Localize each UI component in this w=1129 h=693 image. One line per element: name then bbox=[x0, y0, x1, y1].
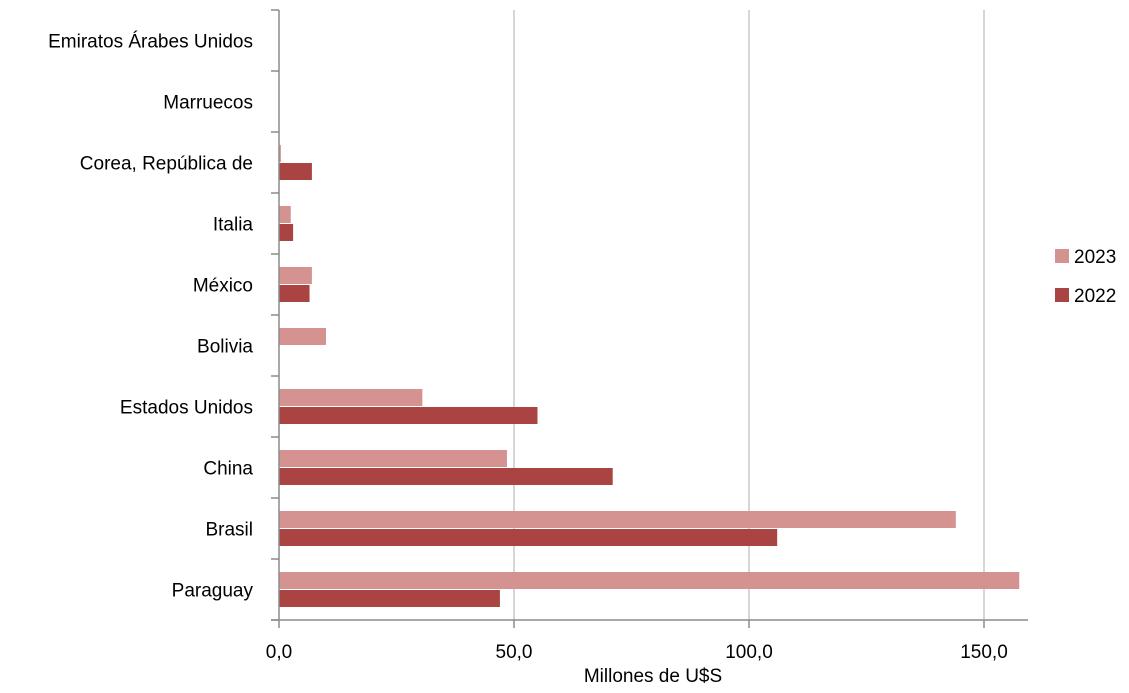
x-tick-label: 50,0 bbox=[496, 642, 533, 663]
category-label: Paraguay bbox=[172, 581, 254, 602]
bar-2022 bbox=[279, 163, 312, 180]
bar-2022 bbox=[279, 468, 613, 485]
x-axis-title: Millones de U$S bbox=[584, 666, 722, 687]
bar-2022 bbox=[279, 224, 294, 241]
category-label: Emiratos Árabes Unidos bbox=[48, 32, 253, 53]
category-label: México bbox=[193, 276, 253, 297]
legend-label-2022: 2022 bbox=[1074, 286, 1116, 307]
x-tick-label: 0,0 bbox=[266, 642, 292, 663]
bar-2023 bbox=[279, 267, 312, 284]
legend-swatch-2022 bbox=[1055, 288, 1069, 302]
bar-2023 bbox=[279, 328, 326, 345]
bar-2023 bbox=[279, 511, 956, 528]
bar-2023 bbox=[279, 572, 1020, 589]
bars bbox=[279, 145, 1020, 607]
category-label: Marruecos bbox=[163, 93, 253, 114]
legend: 2023 2022 bbox=[1055, 247, 1116, 307]
x-tick-label: 150,0 bbox=[960, 642, 1008, 663]
legend-swatch-2023 bbox=[1055, 249, 1069, 263]
category-label: China bbox=[203, 459, 253, 480]
bar-2023 bbox=[279, 450, 507, 467]
category-label: Estados Unidos bbox=[120, 398, 253, 419]
category-label: Corea, República de bbox=[80, 154, 253, 175]
bar-2022 bbox=[279, 529, 778, 546]
gridlines bbox=[513, 10, 985, 620]
category-labels: Emiratos Árabes Unidos Marruecos Corea, Re… bbox=[48, 9, 279, 621]
bar-2023 bbox=[279, 389, 423, 406]
x-tick-label: 100,0 bbox=[725, 642, 773, 663]
bar-2022 bbox=[279, 590, 500, 607]
bar-2023 bbox=[279, 206, 291, 223]
bar-2023 bbox=[279, 145, 281, 162]
legend-label-2023: 2023 bbox=[1074, 247, 1116, 268]
x-tick-labels: 0,0 50,0 100,0 150,0 bbox=[266, 620, 1008, 663]
category-label: Brasil bbox=[205, 520, 253, 541]
bar-2022 bbox=[279, 285, 310, 302]
bar-2022 bbox=[279, 407, 538, 424]
category-label: Bolivia bbox=[197, 337, 253, 358]
category-label: Italia bbox=[213, 215, 254, 236]
